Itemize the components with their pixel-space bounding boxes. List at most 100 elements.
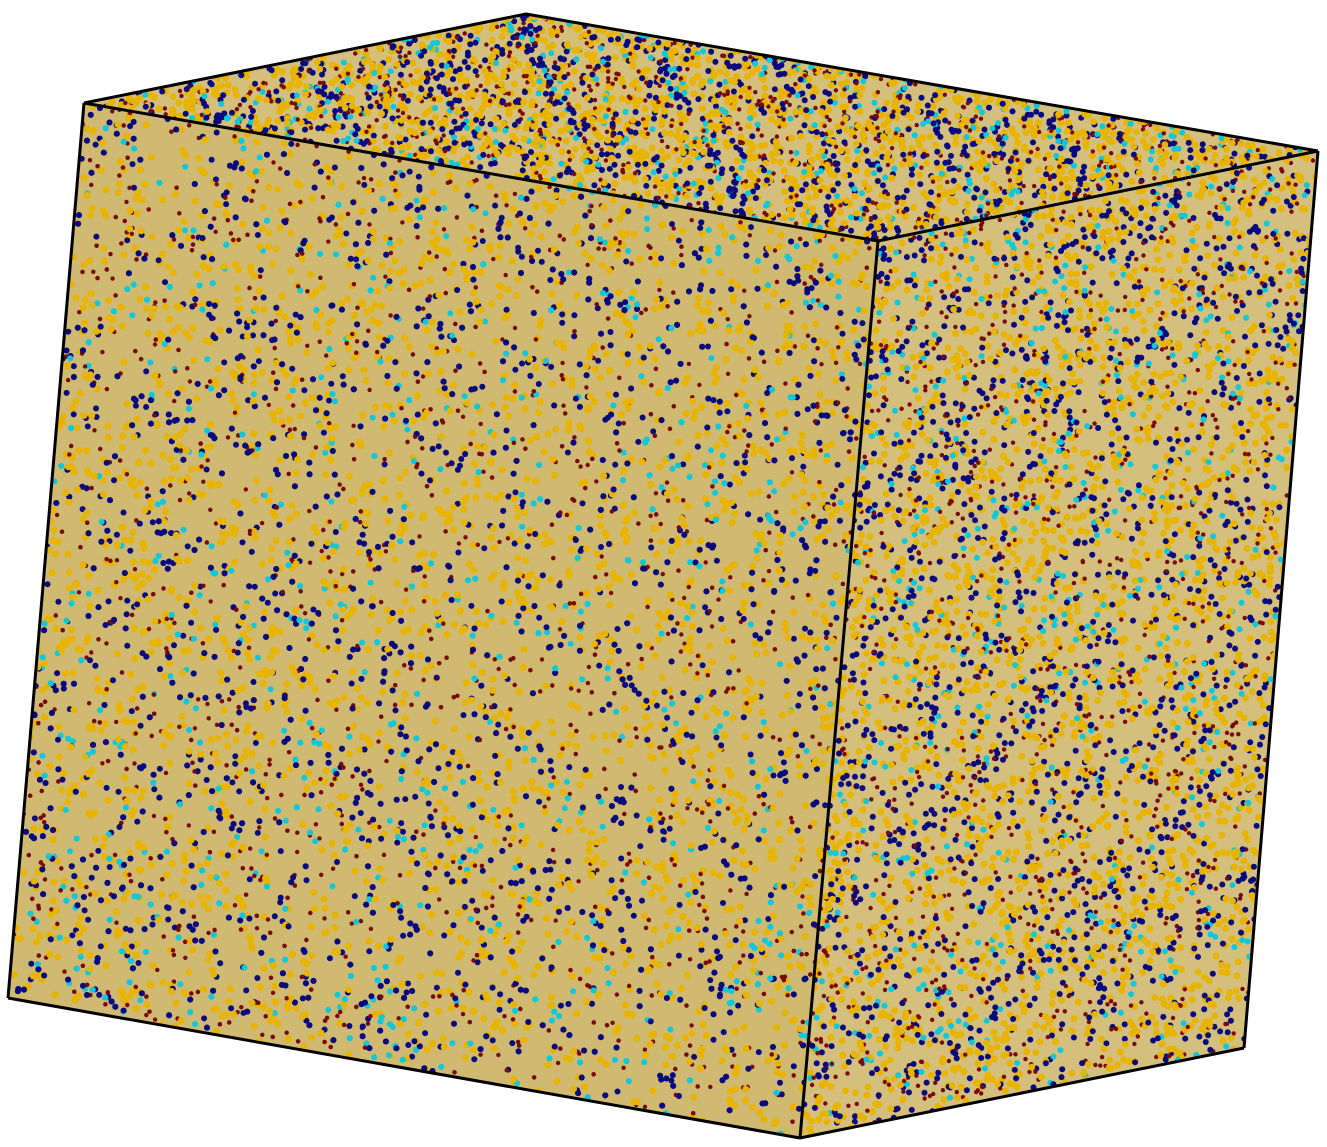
- gold-bead: [779, 711, 786, 719]
- gold-bead: [670, 260, 678, 267]
- gold-bead: [675, 933, 683, 941]
- maroon-bead: [192, 726, 198, 731]
- maroon-bead: [546, 796, 551, 801]
- gold-bead: [345, 1051, 352, 1058]
- gold-bead: [434, 147, 442, 155]
- gold-bead: [178, 898, 186, 906]
- navy-bead: [714, 948, 720, 955]
- cyan-bead: [130, 281, 137, 288]
- gold-bead: [565, 124, 572, 132]
- gold-bead: [629, 62, 637, 70]
- maroon-bead: [257, 825, 262, 830]
- gold-bead: [675, 749, 683, 757]
- maroon-bead: [524, 73, 529, 79]
- gold-bead: [464, 94, 472, 101]
- maroon-bead: [748, 54, 753, 60]
- gold-bead: [520, 135, 528, 143]
- gold-bead: [843, 148, 851, 155]
- gold-bead: [1057, 155, 1065, 163]
- cyan-bead: [798, 1032, 805, 1039]
- maroon-bead: [108, 251, 113, 257]
- gold-bead: [886, 223, 894, 231]
- navy-bead: [55, 736, 61, 743]
- maroon-bead: [725, 371, 731, 376]
- navy-bead: [548, 886, 555, 893]
- maroon-bead: [744, 449, 749, 454]
- gold-bead: [843, 349, 851, 357]
- cyan-bead: [535, 90, 542, 97]
- gold-bead: [316, 422, 324, 429]
- cyan-bead: [390, 103, 397, 110]
- maroon-bead: [356, 74, 361, 80]
- maroon-bead: [1095, 183, 1101, 188]
- maroon-bead: [840, 121, 845, 126]
- maroon-bead: [652, 184, 658, 189]
- gold-bead: [553, 339, 561, 347]
- navy-bead: [1105, 172, 1112, 179]
- maroon-bead: [857, 72, 862, 77]
- maroon-bead: [664, 194, 669, 199]
- maroon-bead: [114, 719, 119, 725]
- navy-bead: [139, 650, 146, 657]
- gold-bead: [916, 142, 923, 149]
- cyan-bead: [735, 175, 742, 182]
- cyan-bead: [640, 879, 647, 886]
- gold-bead: [665, 182, 672, 189]
- cyan-bead: [406, 152, 413, 159]
- maroon-bead: [678, 76, 684, 81]
- cyan-bead: [565, 269, 572, 276]
- gold-bead: [469, 56, 477, 63]
- gold-bead: [348, 81, 355, 89]
- gold-bead: [398, 117, 405, 124]
- navy-bead: [874, 178, 881, 184]
- maroon-bead: [954, 217, 960, 222]
- navy-bead: [333, 137, 340, 144]
- maroon-bead: [284, 1030, 289, 1035]
- maroon-bead: [555, 33, 560, 39]
- gold-bead: [439, 1035, 447, 1042]
- navy-bead: [715, 810, 722, 817]
- maroon-bead: [475, 542, 480, 547]
- maroon-bead: [76, 590, 82, 595]
- navy-bead: [1074, 145, 1081, 152]
- cyan-bead: [704, 501, 711, 508]
- cyan-bead: [858, 190, 865, 197]
- maroon-bead: [770, 98, 775, 104]
- gold-bead: [694, 54, 701, 62]
- navy-bead: [848, 181, 855, 188]
- gold-bead: [827, 81, 835, 89]
- gold-bead: [667, 51, 675, 58]
- gold-bead: [803, 113, 811, 120]
- gold-bead: [345, 153, 353, 161]
- navy-bead: [213, 118, 220, 125]
- maroon-bead: [626, 94, 632, 99]
- cyan-bead: [541, 67, 548, 74]
- gold-bead: [442, 157, 450, 165]
- maroon-bead: [42, 877, 48, 882]
- navy-bead: [675, 952, 682, 959]
- navy-bead: [288, 129, 295, 136]
- navy-bead: [642, 160, 649, 167]
- gold-bead: [926, 133, 934, 141]
- cyan-bead: [681, 89, 688, 96]
- navy-bead: [277, 899, 284, 906]
- gold-bead: [511, 135, 519, 143]
- maroon-bead: [187, 379, 193, 384]
- gold-bead: [530, 971, 538, 979]
- cyan-bead: [671, 65, 678, 72]
- gold-bead: [675, 126, 683, 133]
- maroon-bead: [759, 102, 765, 107]
- maroon-bead: [964, 124, 969, 130]
- navy-bead: [765, 916, 772, 922]
- maroon-bead: [496, 666, 501, 672]
- navy-bead: [755, 1049, 762, 1056]
- gold-bead: [369, 61, 377, 69]
- navy-bead: [763, 252, 769, 258]
- gold-bead: [55, 723, 63, 730]
- gold-bead: [520, 1036, 528, 1044]
- gold-bead: [439, 743, 447, 751]
- maroon-bead: [1090, 149, 1096, 154]
- navy-bead: [1077, 181, 1084, 188]
- navy-bead: [518, 253, 525, 260]
- maroon-bead: [766, 568, 772, 574]
